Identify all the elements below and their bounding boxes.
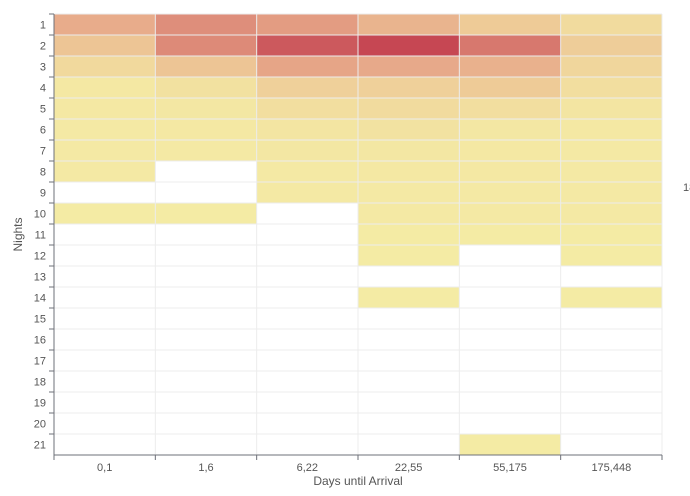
y-axis-title: Nights bbox=[11, 217, 25, 251]
heatmap-cell bbox=[358, 203, 460, 224]
heatmap-cell bbox=[54, 35, 156, 56]
y-tick-label: 18 bbox=[34, 377, 46, 389]
heatmap-cell bbox=[560, 119, 662, 140]
heatmap-cell bbox=[358, 14, 460, 35]
y-tick-label: 19 bbox=[34, 398, 46, 410]
y-tick-label: 4 bbox=[40, 83, 46, 95]
heatmap-cell bbox=[358, 161, 460, 182]
heatmap-cell bbox=[358, 35, 460, 56]
heatmap-cell bbox=[155, 35, 257, 56]
x-axis-title: Days until Arrival bbox=[313, 474, 402, 488]
heatmap-cell bbox=[459, 203, 561, 224]
heatmap-cell bbox=[459, 434, 561, 455]
heatmap-cells bbox=[54, 14, 662, 455]
heatmap-cell bbox=[459, 35, 561, 56]
y-tick-label: 7 bbox=[40, 146, 46, 158]
y-tick-label: 12 bbox=[34, 251, 46, 263]
y-tick-label: 8 bbox=[40, 167, 46, 179]
heatmap-cell bbox=[560, 56, 662, 77]
heatmap-cell bbox=[459, 98, 561, 119]
y-tick-label: 21 bbox=[34, 440, 46, 452]
heatmap-cell bbox=[358, 287, 460, 308]
heatmap-cell bbox=[256, 56, 358, 77]
heatmap-cell bbox=[560, 35, 662, 56]
grid-lines bbox=[53, 13, 663, 456]
heatmap-cell bbox=[155, 14, 257, 35]
heatmap-cell bbox=[358, 98, 460, 119]
heatmap-cell bbox=[256, 161, 358, 182]
heatmap-cell bbox=[54, 203, 156, 224]
y-tick-label: 2 bbox=[40, 41, 46, 53]
x-tick-label: 0,1 bbox=[97, 462, 112, 474]
heatmap-cell bbox=[358, 140, 460, 161]
visual-map-label: 18 bbox=[683, 182, 690, 194]
heatmap-cell bbox=[256, 35, 358, 56]
heatmap-cell bbox=[155, 119, 257, 140]
heatmap-cell bbox=[358, 77, 460, 98]
heatmap-cell bbox=[54, 161, 156, 182]
heatmap-cell bbox=[54, 77, 156, 98]
heatmap-cell bbox=[560, 245, 662, 266]
y-tick-label: 14 bbox=[34, 293, 46, 305]
heatmap-cell bbox=[54, 56, 156, 77]
x-tick-label: 175,448 bbox=[591, 462, 631, 474]
heatmap-cell bbox=[560, 161, 662, 182]
heatmap-cell bbox=[256, 140, 358, 161]
heatmap-cell bbox=[54, 14, 156, 35]
y-tick-label: 16 bbox=[34, 335, 46, 347]
heatmap-cell bbox=[54, 119, 156, 140]
heatmap-cell bbox=[358, 119, 460, 140]
y-tick-label: 6 bbox=[40, 125, 46, 137]
heatmap-cell bbox=[155, 98, 257, 119]
y-tick-label: 5 bbox=[40, 104, 46, 116]
heatmap-cell bbox=[155, 140, 257, 161]
heatmap-cell bbox=[560, 224, 662, 245]
heatmap-cell bbox=[560, 140, 662, 161]
y-tick-label: 13 bbox=[34, 272, 46, 284]
y-tick-label: 17 bbox=[34, 356, 46, 368]
y-tick-label: 15 bbox=[34, 314, 46, 326]
heatmap-cell bbox=[459, 182, 561, 203]
x-tick-label: 6,22 bbox=[297, 462, 318, 474]
heatmap-cell bbox=[459, 224, 561, 245]
heatmap-cell bbox=[560, 287, 662, 308]
y-tick-label: 9 bbox=[40, 188, 46, 200]
heatmap-cell bbox=[560, 203, 662, 224]
heatmap-cell bbox=[155, 77, 257, 98]
x-tick-label: 22,55 bbox=[395, 462, 423, 474]
x-tick-label: 55,175 bbox=[493, 462, 527, 474]
y-tick-label: 1 bbox=[40, 20, 46, 32]
heatmap-cell bbox=[459, 56, 561, 77]
heatmap-cell bbox=[358, 224, 460, 245]
x-tick-label: 1,6 bbox=[198, 462, 213, 474]
heatmap-cell bbox=[560, 14, 662, 35]
heatmap-cell bbox=[256, 98, 358, 119]
heatmap-cell bbox=[459, 77, 561, 98]
y-tick-label: 20 bbox=[34, 419, 46, 431]
heatmap-cell bbox=[256, 182, 358, 203]
heatmap-cell bbox=[459, 14, 561, 35]
heatmap-cell bbox=[459, 140, 561, 161]
heatmap-cell bbox=[560, 98, 662, 119]
heatmap-cell bbox=[560, 77, 662, 98]
heatmap-cell bbox=[256, 77, 358, 98]
heatmap-cell bbox=[560, 182, 662, 203]
heatmap-cell bbox=[54, 140, 156, 161]
heatmap-cell bbox=[256, 119, 358, 140]
heatmap-cell bbox=[358, 56, 460, 77]
heatmap-cell bbox=[358, 245, 460, 266]
heatmap-cell bbox=[54, 98, 156, 119]
y-tick-label: 11 bbox=[35, 230, 46, 242]
heatmap-cell bbox=[155, 56, 257, 77]
heatmap-cell bbox=[459, 119, 561, 140]
heatmap-cell bbox=[155, 203, 257, 224]
heatmap-cell bbox=[459, 161, 561, 182]
heatmap-cell bbox=[256, 14, 358, 35]
y-tick-label: 3 bbox=[40, 62, 46, 74]
x-axis: 0,1 1,6 6,22 22,55 55,175 175,448 bbox=[53, 454, 663, 474]
y-tick-label: 10 bbox=[34, 209, 46, 221]
heatmap-cell bbox=[358, 182, 460, 203]
